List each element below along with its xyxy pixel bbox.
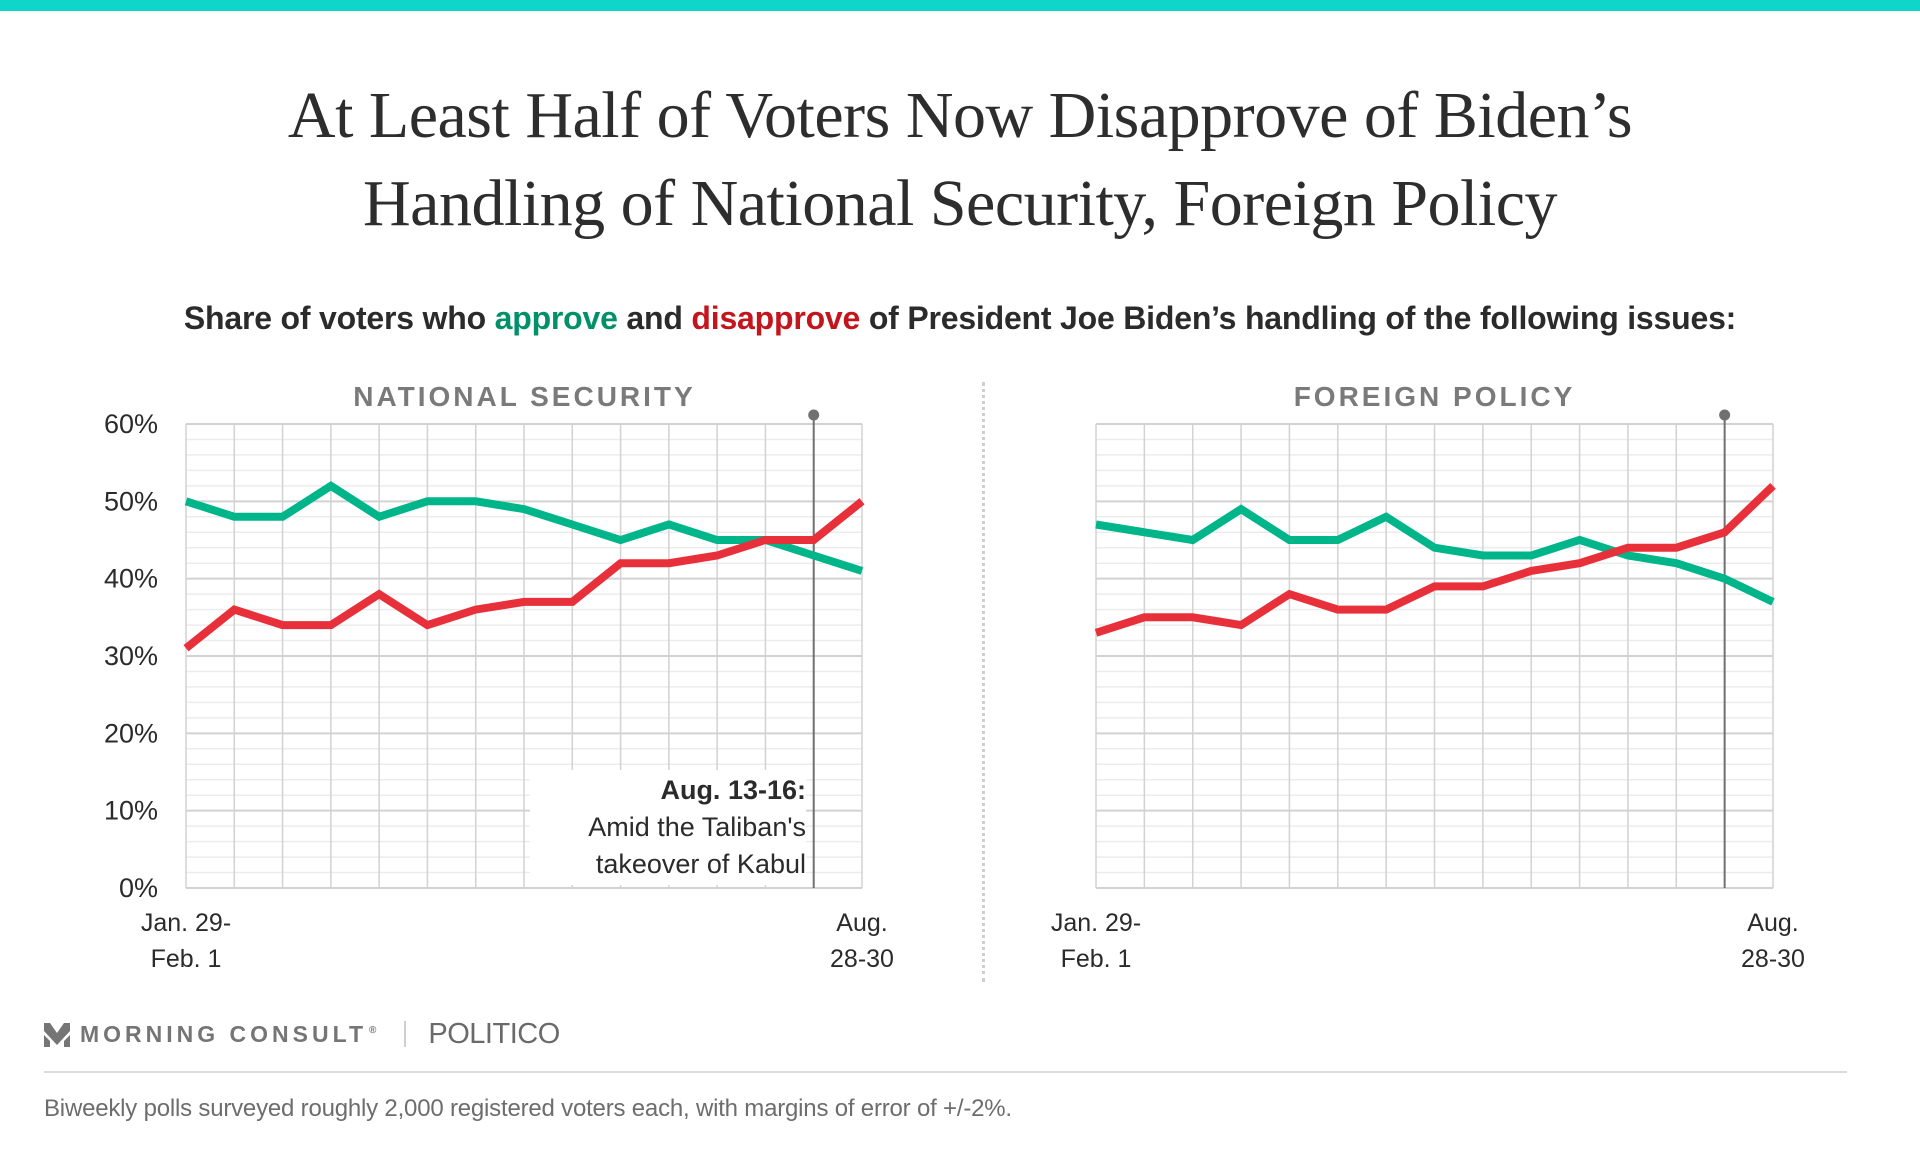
subtitle-part-3: of President Joe Biden’s handling of the… — [860, 300, 1737, 336]
brand-separator — [404, 1021, 407, 1047]
x-label-start-line-2: Feb. 1 — [1060, 945, 1132, 973]
annotation-line-1: Amid the Taliban's — [588, 812, 806, 842]
brand-row: MORNING CONSULT ® POLITICO — [44, 1018, 560, 1050]
registered-mark: ® — [369, 1024, 381, 1036]
x-label-end-national-security: Aug. 28-30 — [802, 905, 922, 977]
subtitle-part-2: and — [617, 300, 692, 336]
x-label-start-line-1: Jan. 29- — [140, 909, 232, 937]
national-security-approve-line — [184, 481, 864, 575]
politico-logo: POLITICO — [428, 1017, 560, 1050]
annotation-line-2: takeover of Kabul — [595, 849, 806, 879]
foreign-policy-disapprove-line — [1094, 483, 1776, 637]
x-label-end-line-2: 28-30 — [1741, 945, 1805, 973]
foreign-policy-reference-dot — [1719, 409, 1731, 421]
x-label-start-national-security: Jan. 29- Feb. 1 — [116, 905, 256, 977]
national-security-y-tick-label: 50% — [104, 486, 158, 516]
title-line-2: Handling of National Security, Foreign P… — [362, 167, 1558, 240]
national-security-reference-dot — [808, 409, 820, 421]
annotation-heading: Aug. 13-16: — [660, 775, 806, 805]
panel-title-national-security: NATIONAL SECURITY — [353, 381, 696, 412]
subtitle-disapprove: disapprove — [691, 300, 861, 336]
subtitle-approve: approve — [494, 300, 618, 336]
panel-title-foreign-policy: FOREIGN POLICY — [1293, 381, 1576, 412]
title-line-1: At Least Half of Voters Now Disapprove o… — [287, 79, 1633, 152]
national-security-y-tick-label: 10% — [104, 796, 158, 826]
methodology-note: Biweekly polls surveyed roughly 2,000 re… — [44, 1095, 1012, 1122]
page-title: At Least Half of Voters Now Disapprove o… — [0, 72, 1920, 248]
morning-consult-logo: MORNING CONSULT ® — [80, 1021, 380, 1048]
national-security-y-tick-label: 30% — [104, 641, 158, 671]
x-label-end-line-1: Aug. — [836, 909, 888, 937]
national-security-disapprove-line — [183, 498, 865, 652]
x-label-start-line-2: Feb. 1 — [150, 945, 222, 973]
morning-consult-text: MORNING CONSULT — [80, 1020, 368, 1047]
x-label-end-line-1: Aug. — [1747, 909, 1799, 937]
accent-bar — [0, 0, 1920, 11]
national-security-y-tick-label: 60% — [104, 409, 158, 439]
foreign-policy-approve-line — [1095, 504, 1775, 606]
x-label-end-line-2: 28-30 — [830, 945, 894, 973]
national-security-y-tick-label: 20% — [104, 718, 158, 748]
x-label-start-foreign-policy: Jan. 29- Feb. 1 — [1026, 905, 1166, 977]
kabul-annotation: Aug. 13-16: Amid the Taliban's takeover … — [530, 770, 806, 885]
x-label-start-line-1: Jan. 29- — [1050, 909, 1142, 937]
chart-subtitle: Share of voters who approve and disappro… — [0, 300, 1920, 337]
national-security-y-tick-label: 40% — [104, 564, 158, 594]
x-label-end-foreign-policy: Aug. 28-30 — [1713, 905, 1833, 977]
subtitle-part-1: Share of voters who — [183, 300, 495, 336]
panel-divider — [982, 382, 985, 982]
national-security-y-tick-label: 0% — [119, 873, 158, 903]
morning-consult-chevron-icon — [44, 1023, 70, 1047]
footer-divider — [44, 1071, 1847, 1073]
